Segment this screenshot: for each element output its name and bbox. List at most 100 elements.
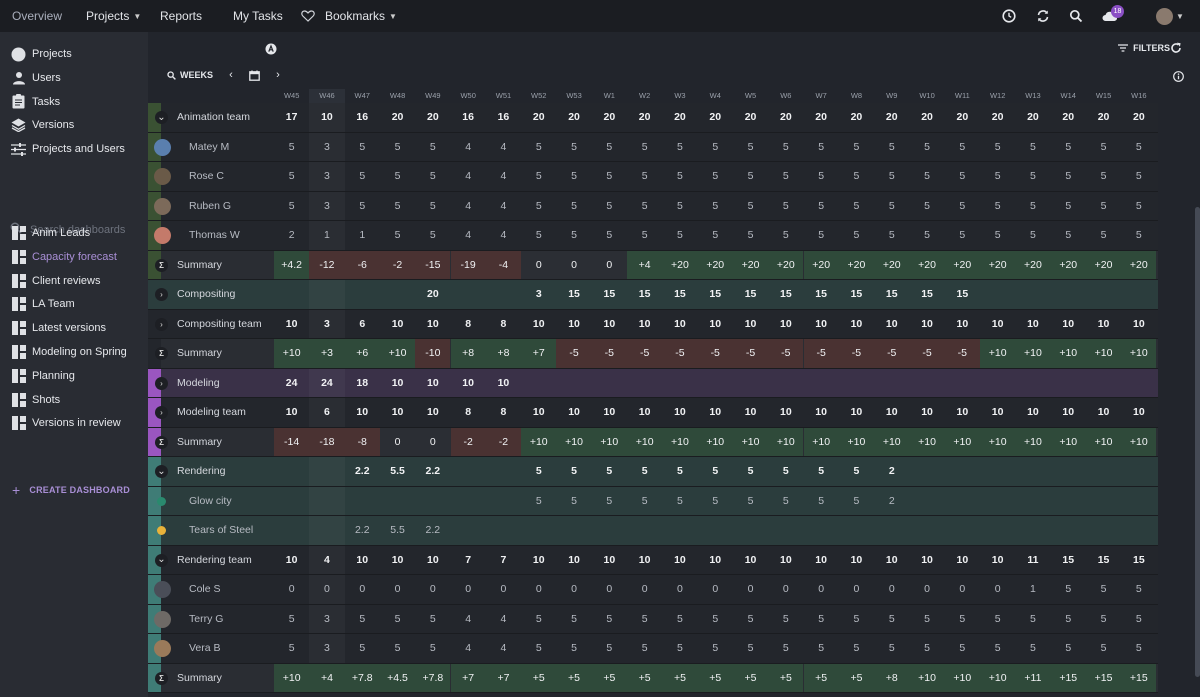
capacity-cell[interactable]: 5 xyxy=(359,170,366,183)
capacity-cell[interactable]: -5 xyxy=(627,339,663,368)
capacity-cell[interactable]: +5 xyxy=(627,663,663,692)
capacity-cell[interactable]: 5 xyxy=(818,140,825,153)
capacity-cell[interactable]: 10 xyxy=(532,553,545,566)
capacity-cell[interactable]: +4.5 xyxy=(379,663,416,692)
capacity-cell[interactable] xyxy=(874,516,909,545)
capacity-cell[interactable]: +10 xyxy=(980,427,1016,456)
capacity-cell[interactable]: 5 xyxy=(1030,170,1036,183)
capacity-cell[interactable] xyxy=(980,369,1015,398)
capacity-cell[interactable]: 0 xyxy=(959,583,966,596)
capacity-cell[interactable]: 20 xyxy=(850,111,863,124)
capacity-cell[interactable]: -12 xyxy=(309,250,345,279)
capacity-cell[interactable] xyxy=(486,516,521,545)
capacity-cell[interactable]: 4 xyxy=(465,140,472,153)
capacity-cell[interactable]: 5 xyxy=(712,465,719,478)
capacity-cell[interactable]: +5 xyxy=(662,663,698,692)
capacity-cell[interactable]: 10 xyxy=(815,553,827,566)
capacity-cell[interactable]: 10 xyxy=(674,317,686,330)
capacity-cell[interactable]: +5 xyxy=(591,663,627,692)
capacity-cell[interactable]: +10 xyxy=(803,427,839,456)
capacity-cell[interactable]: 5 xyxy=(888,170,895,183)
nav-overview[interactable]: Overview xyxy=(12,9,63,23)
capacity-cell[interactable]: 3 xyxy=(309,605,344,634)
capacity-cell[interactable]: 0 xyxy=(818,583,825,596)
capacity-cell[interactable]: 5 xyxy=(1100,229,1107,242)
capacity-cell[interactable]: 5 xyxy=(1065,612,1072,625)
capacity-cell[interactable] xyxy=(1121,457,1156,486)
nav-projects[interactable]: Projects ▼ xyxy=(86,9,141,23)
auto-schedule-icon[interactable] xyxy=(264,42,278,56)
expand-icon[interactable]: › xyxy=(155,317,168,331)
capacity-cell[interactable]: 5 xyxy=(288,642,295,655)
capacity-cell[interactable]: 24 xyxy=(285,376,298,389)
clock-icon[interactable] xyxy=(999,6,1019,26)
capacity-cell[interactable]: 8 xyxy=(465,406,472,419)
capacity-cell[interactable] xyxy=(1121,369,1156,398)
capacity-cell[interactable]: 20 xyxy=(568,111,580,124)
capacity-cell[interactable] xyxy=(415,487,450,516)
capacity-cell[interactable]: 5 xyxy=(747,229,754,242)
capacity-cell[interactable]: +20 xyxy=(1050,250,1086,279)
capacity-cell[interactable]: 5 xyxy=(888,199,895,212)
capacity-cell[interactable] xyxy=(274,457,309,486)
capacity-cell[interactable]: 10 xyxy=(532,317,545,330)
capacity-cell[interactable]: 10 xyxy=(603,406,616,419)
row-label[interactable]: Σ Summary xyxy=(148,663,274,692)
capacity-cell[interactable]: 10 xyxy=(779,406,792,419)
capacity-cell[interactable]: 20 xyxy=(674,111,686,124)
capacity-cell[interactable]: +20 xyxy=(768,250,804,279)
capacity-cell[interactable]: +10 xyxy=(732,427,769,456)
capacity-cell[interactable]: 5 xyxy=(571,140,577,153)
capacity-cell[interactable]: 10 xyxy=(603,317,616,330)
capacity-cell[interactable]: 7 xyxy=(465,553,472,566)
capacity-cell[interactable]: 4 xyxy=(309,546,344,575)
capacity-cell[interactable]: 10 xyxy=(991,317,1004,330)
capacity-cell[interactable] xyxy=(1086,457,1121,486)
capacity-cell[interactable]: 5 xyxy=(1100,199,1107,212)
capacity-cell[interactable] xyxy=(804,516,839,545)
capacity-cell[interactable]: +10 xyxy=(1015,339,1051,368)
capacity-cell[interactable]: -5 xyxy=(591,339,627,368)
capacity-cell[interactable]: +10 xyxy=(980,339,1016,368)
capacity-cell[interactable] xyxy=(345,487,380,516)
capacity-cell[interactable]: 5 xyxy=(571,170,577,183)
capacity-cell[interactable]: 5 xyxy=(429,140,436,153)
capacity-cell[interactable]: 10 xyxy=(1097,406,1110,419)
capacity-cell[interactable]: 10 xyxy=(285,406,298,419)
capacity-cell[interactable]: 15 xyxy=(1132,553,1145,566)
capacity-cell[interactable]: +20 xyxy=(803,250,839,279)
capacity-cell[interactable]: 5 xyxy=(1030,140,1036,153)
capacity-cell[interactable]: 5 xyxy=(853,199,860,212)
capacity-cell[interactable]: 5 xyxy=(288,199,295,212)
capacity-cell[interactable]: 5 xyxy=(535,494,542,507)
capacity-cell[interactable]: 10 xyxy=(568,406,580,419)
capacity-cell[interactable]: 5 xyxy=(888,612,895,625)
capacity-cell[interactable]: 5 xyxy=(535,612,542,625)
capacity-cell[interactable]: 5 xyxy=(288,140,295,153)
capacity-cell[interactable]: 10 xyxy=(356,553,369,566)
capacity-cell[interactable]: 5 xyxy=(1065,199,1072,212)
capacity-cell[interactable]: 5 xyxy=(853,229,860,242)
capacity-cell[interactable]: 0 xyxy=(415,427,451,456)
sidebar-dashboard-shots[interactable]: Shots xyxy=(11,391,60,409)
capacity-cell[interactable]: +15 xyxy=(1050,663,1086,692)
capacity-cell[interactable]: 5 xyxy=(606,494,613,507)
capacity-cell[interactable]: 10 xyxy=(568,317,580,330)
nav-my-tasks[interactable]: My Tasks xyxy=(233,9,283,23)
capacity-cell[interactable]: 10 xyxy=(1132,406,1145,419)
capacity-cell[interactable]: +10 xyxy=(1085,427,1122,456)
capacity-cell[interactable] xyxy=(980,516,1015,545)
capacity-cell[interactable]: 20 xyxy=(779,111,792,124)
capacity-cell[interactable]: -5 xyxy=(556,339,592,368)
capacity-cell[interactable]: 5.5 xyxy=(390,465,405,478)
capacity-cell[interactable]: +20 xyxy=(697,250,733,279)
capacity-cell[interactable] xyxy=(274,487,309,516)
capacity-cell[interactable]: 5 xyxy=(677,642,683,655)
sidebar-dashboard-latest-versions[interactable]: Latest versions xyxy=(11,319,106,337)
row-label[interactable]: › Compositing team xyxy=(148,309,274,338)
capacity-cell[interactable]: 5 xyxy=(1135,140,1142,153)
capacity-cell[interactable]: 5 xyxy=(924,140,930,153)
capacity-cell[interactable]: 5 xyxy=(606,199,613,212)
sidebar-dashboard-client-reviews[interactable]: Client reviews xyxy=(11,272,100,290)
capacity-cell[interactable]: 20 xyxy=(815,111,827,124)
